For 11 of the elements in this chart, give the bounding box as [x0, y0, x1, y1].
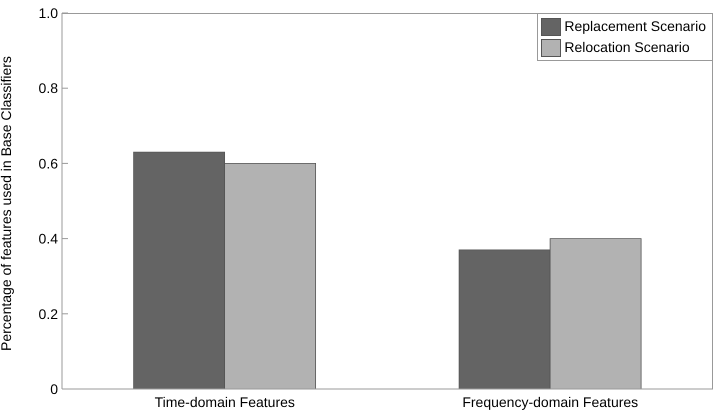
legend-label: Replacement Scenario [564, 17, 706, 36]
y-tick-label: 0.2 [38, 306, 58, 322]
legend-label: Relocation Scenario [564, 38, 690, 57]
y-tick-label: 0.4 [38, 230, 58, 247]
y-axis-title: Percentage of features used in Base Classifiers [0, 56, 14, 351]
x-tick-label: Frequency-domain Features [462, 394, 638, 410]
y-tick-label: 0 [50, 380, 58, 397]
y-tick-label: 0.8 [38, 80, 58, 96]
y-tick-label: 0.6 [38, 155, 58, 172]
y-tick-label: 1.0 [38, 4, 58, 21]
x-tick-label: Time-domain Features [154, 394, 295, 410]
